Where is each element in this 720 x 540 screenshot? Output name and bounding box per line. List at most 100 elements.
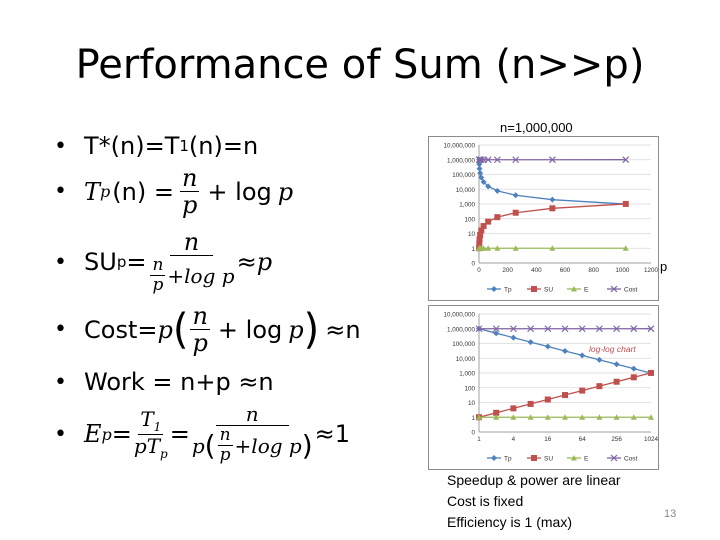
data-point-su (622, 200, 629, 207)
bottom-chart-frame: 0 1 10 100 1,000 10,000 100,000 1,000,000 10,000… (428, 305, 659, 470)
x-tick-label: 1000 (615, 267, 630, 274)
cost-log-variable: p (288, 315, 304, 344)
x-tick-label: 0 (477, 267, 481, 274)
legend-marker (571, 286, 577, 292)
data-point-su (613, 378, 620, 385)
data-point-cost (544, 325, 552, 333)
efficiency-den-rest: +log p (234, 433, 302, 458)
cost-denominator: p (192, 329, 208, 357)
data-point-su (527, 400, 534, 407)
data-point-tp (485, 183, 492, 190)
data-point-e (562, 414, 568, 420)
data-point-cost (512, 156, 520, 164)
data-point-e (613, 414, 620, 420)
data-point-e (596, 414, 603, 420)
tp-fraction-numerator: n (179, 164, 200, 192)
data-point-tp (544, 343, 551, 350)
note-cost: Cost is fixed (447, 493, 524, 509)
data-point-e (480, 245, 487, 251)
data-point-su (476, 240, 483, 247)
tp-subscript: p (100, 182, 111, 201)
t1-subscript: 1 (153, 419, 162, 434)
data-point-tp (613, 361, 620, 368)
data-point-cost (647, 325, 655, 333)
cost-close-paren: ) (303, 305, 320, 354)
data-point-su (478, 227, 485, 234)
y-tick-label: 0 (471, 430, 475, 437)
legend-label: E (584, 456, 589, 463)
efficiency-fraction-2: n p ( n p +log p ) (192, 404, 313, 464)
t-star-text: T*(n)=T (84, 132, 180, 160)
data-point-su (512, 209, 519, 216)
data-point-su (510, 405, 517, 412)
y-tick-label: 1 (471, 415, 475, 422)
data-point-cost (578, 325, 586, 333)
tp-symbol: T (84, 177, 101, 206)
speedup-denominator: n p +log p (148, 256, 235, 294)
cost-p: p (157, 315, 173, 344)
data-point-cost (561, 325, 569, 333)
data-point-tp (478, 174, 485, 181)
speedup-equals: = (126, 248, 147, 276)
cost-label: Cost= (84, 315, 158, 344)
data-point-su (485, 218, 492, 225)
data-point-cost (509, 325, 517, 333)
data-point-cost (622, 156, 630, 164)
speedup-inner-fraction: n p (150, 257, 166, 294)
data-point-e (493, 414, 500, 420)
efficiency-den-open-paren: ( (204, 428, 216, 462)
top-chart-caption: n=1,000,000 (500, 120, 573, 135)
y-tick-label: 1,000,000 (447, 326, 476, 333)
data-point-su (549, 205, 556, 212)
speedup-label: SU (84, 248, 117, 276)
slide-number: 13 (664, 508, 677, 520)
data-point-cost (475, 325, 483, 333)
y-tick-label: 10,000 (456, 356, 476, 363)
data-point-cost (613, 325, 621, 333)
top-chart-svg: 0 1 10 100 1,000 10,000 100,000 1,000,000 10,000… (443, 143, 658, 294)
data-point-e (494, 245, 501, 251)
bullet-dot: • (54, 133, 67, 159)
legend-label: SU (544, 287, 553, 294)
data-point-e (476, 414, 482, 420)
note-efficiency: Efficiency is 1 (max) (447, 514, 572, 530)
cost-numerator: n (190, 302, 210, 330)
data-point-tp (510, 334, 517, 341)
y-tick-label: 1,000 (459, 202, 475, 209)
data-point-cost (484, 156, 492, 164)
bullet-dot: • (54, 249, 67, 275)
data-point-e (630, 414, 637, 420)
x-tick-label: 16 (544, 436, 552, 443)
data-point-su (562, 392, 568, 399)
data-point-cost (477, 156, 485, 164)
efficiency-fraction-2-denominator: p ( n p +log p ) (192, 426, 313, 464)
efficiency-fraction-2-numerator: n (215, 404, 289, 426)
x-tick-label: 1 (477, 436, 481, 443)
tp-log-variable: p (277, 177, 294, 206)
data-point-su (480, 223, 487, 230)
efficiency-equals-2: = (169, 420, 190, 448)
data-point-cost (548, 156, 556, 164)
legend-marker (491, 286, 497, 292)
legend-marker (491, 455, 497, 461)
ptp-symbol: pT (133, 433, 161, 458)
data-point-su (494, 214, 501, 221)
data-point-su (476, 236, 483, 243)
legend-label: Tp (504, 456, 512, 463)
speedup-denominator-rest: +log p (167, 263, 235, 288)
data-point-cost (493, 156, 501, 164)
legend-label: Tp (504, 287, 512, 294)
bullet-cost: • Cost= p ( n p + log p ) ≈n (54, 304, 361, 355)
data-point-tp (512, 192, 519, 199)
speedup-result: p (256, 248, 273, 276)
data-point-e (512, 245, 519, 251)
t-star-rest: (n)=n (188, 132, 259, 160)
data-point-su (648, 369, 654, 376)
data-point-tp (480, 178, 487, 185)
y-tick-label: 10,000,000 (443, 143, 475, 150)
log-log-annotation: log-log chart (589, 344, 636, 354)
tp-argument: (n) = (112, 177, 174, 206)
data-point-su (630, 374, 637, 381)
data-point-e (579, 414, 586, 420)
